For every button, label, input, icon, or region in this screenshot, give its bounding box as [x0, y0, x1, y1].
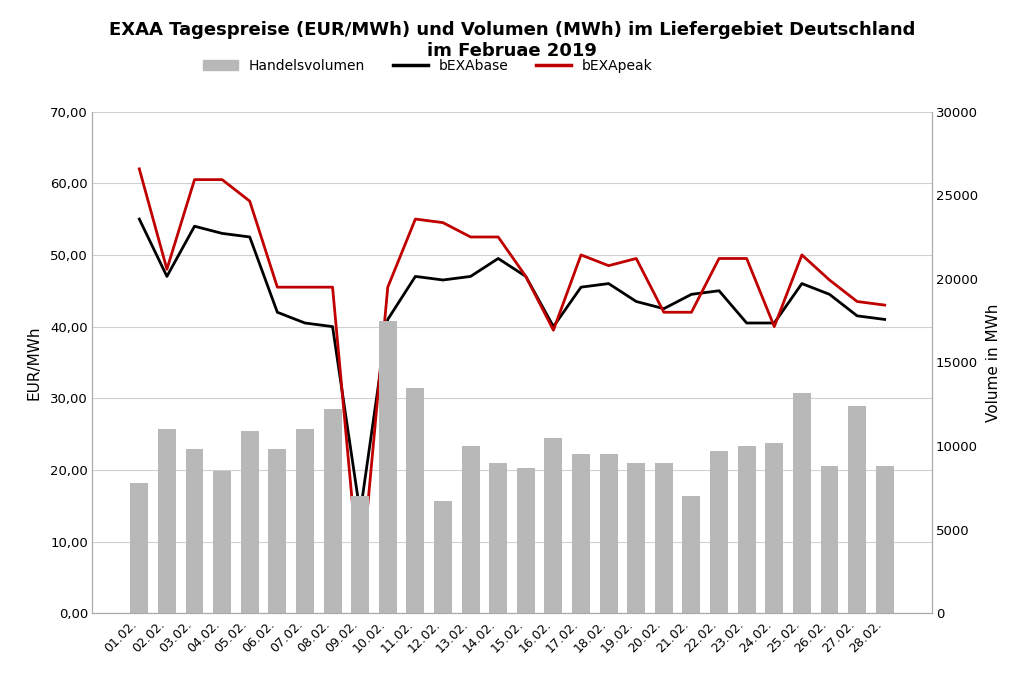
bEXAbase — [768, 319, 780, 327]
bEXAbase — [796, 279, 808, 288]
Bar — [820, 466, 839, 613]
Bar — [489, 463, 507, 613]
bEXApeak — [685, 308, 697, 316]
bEXApeak — [133, 164, 145, 173]
bEXAbase — [547, 323, 559, 331]
bEXAbase — [630, 298, 642, 306]
Bar — [324, 409, 342, 613]
Bar — [876, 466, 894, 613]
Bar — [158, 429, 176, 613]
Line: bEXAbase: bEXAbase — [139, 219, 885, 513]
bEXAbase — [685, 290, 697, 298]
Text: EXAA Tagespreise (EUR/MWh) und Volumen (MWh) im Liefergebiet Deutschland
im Febr: EXAA Tagespreise (EUR/MWh) und Volumen (… — [109, 21, 915, 60]
bEXAbase — [574, 283, 587, 291]
Bar — [213, 471, 231, 613]
bEXApeak — [713, 254, 725, 263]
bEXApeak — [216, 176, 228, 184]
Bar — [351, 496, 369, 613]
bEXAbase — [823, 290, 836, 298]
Bar — [517, 468, 535, 613]
bEXApeak — [465, 233, 477, 241]
bEXAbase — [188, 222, 201, 231]
Bar — [462, 446, 479, 613]
bEXApeak — [271, 283, 284, 291]
Y-axis label: EUR/MWh: EUR/MWh — [27, 325, 42, 399]
bEXApeak — [382, 283, 394, 291]
bEXApeak — [437, 218, 450, 227]
bEXApeak — [851, 298, 863, 306]
bEXAbase — [519, 273, 531, 281]
bEXAbase — [354, 509, 367, 517]
bEXAbase — [713, 286, 725, 295]
Bar — [379, 321, 396, 613]
bEXAbase — [410, 273, 422, 281]
bEXAbase — [437, 276, 450, 284]
bEXApeak — [574, 251, 587, 259]
bEXApeak — [547, 326, 559, 335]
bEXApeak — [493, 233, 505, 241]
bEXAbase — [493, 254, 505, 263]
Line: bEXApeak: bEXApeak — [139, 169, 885, 588]
Bar — [848, 406, 866, 613]
bEXAbase — [133, 215, 145, 223]
bEXApeak — [244, 197, 256, 206]
Bar — [545, 438, 562, 613]
bEXApeak — [630, 254, 642, 263]
bEXAbase — [161, 273, 173, 281]
bEXApeak — [354, 584, 367, 592]
Bar — [793, 392, 811, 613]
bEXApeak — [161, 265, 173, 273]
bEXApeak — [327, 283, 339, 291]
Bar — [765, 443, 783, 613]
bEXApeak — [519, 273, 531, 281]
bEXAbase — [879, 315, 891, 323]
bEXAbase — [327, 323, 339, 331]
bEXAbase — [657, 305, 670, 313]
bEXApeak — [796, 251, 808, 259]
Legend: Handelsvolumen, bEXAbase, bEXApeak: Handelsvolumen, bEXAbase, bEXApeak — [198, 53, 658, 78]
bEXAbase — [271, 308, 284, 316]
bEXApeak — [657, 308, 670, 316]
Bar — [130, 483, 148, 613]
Bar — [572, 454, 590, 613]
Bar — [407, 388, 424, 613]
Bar — [268, 450, 287, 613]
Bar — [655, 463, 673, 613]
bEXAbase — [465, 273, 477, 281]
bEXAbase — [851, 312, 863, 320]
bEXApeak — [188, 176, 201, 184]
bEXApeak — [410, 215, 422, 223]
Bar — [434, 501, 452, 613]
Y-axis label: Volume in MWh: Volume in MWh — [986, 303, 1001, 422]
bEXAbase — [602, 279, 614, 288]
bEXAbase — [244, 233, 256, 241]
Bar — [185, 450, 204, 613]
bEXApeak — [768, 323, 780, 331]
Bar — [737, 446, 756, 613]
Bar — [682, 496, 700, 613]
Bar — [241, 431, 259, 613]
bEXApeak — [879, 301, 891, 309]
bEXApeak — [823, 276, 836, 284]
bEXAbase — [382, 315, 394, 323]
Bar — [710, 451, 728, 613]
bEXAbase — [216, 229, 228, 238]
Bar — [628, 463, 645, 613]
bEXAbase — [740, 319, 753, 327]
bEXApeak — [602, 261, 614, 270]
Bar — [600, 454, 617, 613]
bEXApeak — [740, 254, 753, 263]
bEXAbase — [299, 319, 311, 327]
bEXApeak — [299, 283, 311, 291]
Bar — [296, 429, 314, 613]
